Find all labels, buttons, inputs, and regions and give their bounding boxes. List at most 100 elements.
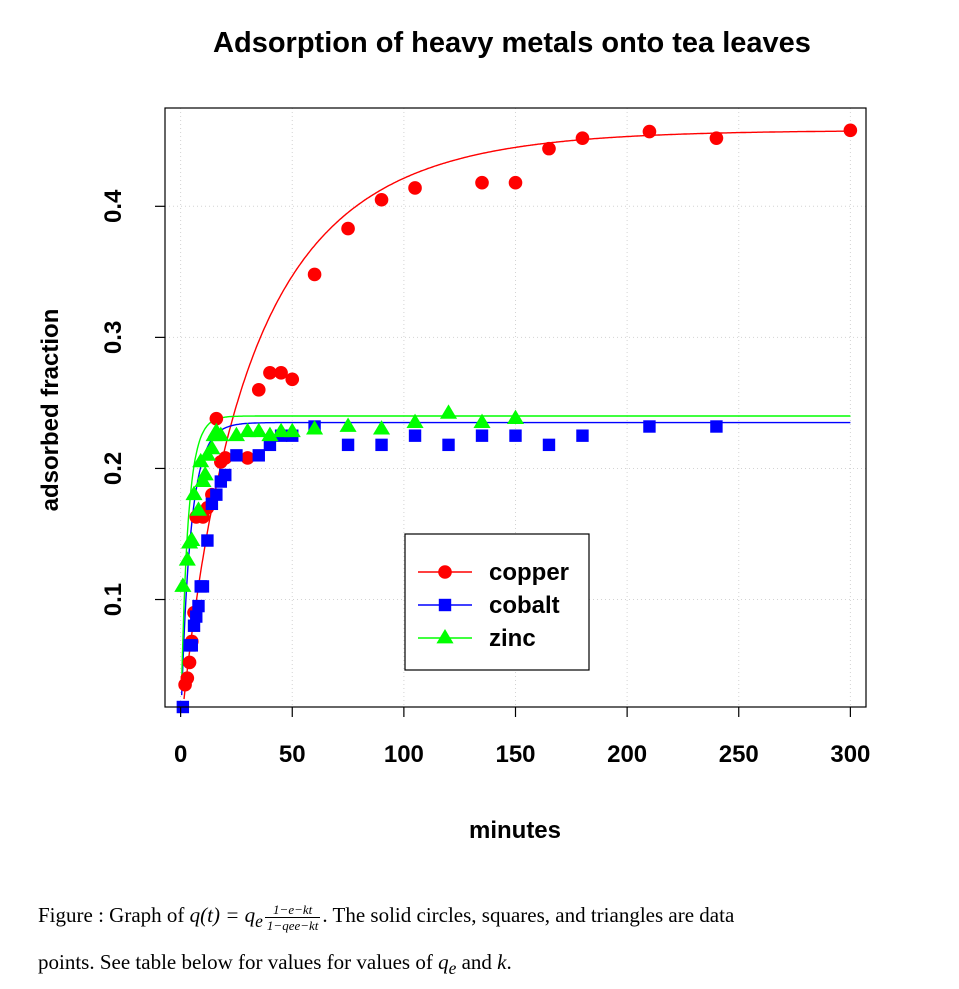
x-axis-label: minutes [469,817,561,844]
legend-label-cobalt: cobalt [489,592,560,619]
y-tick-label: 0.2 [100,452,127,485]
zinc-point [473,413,491,428]
copper-point [642,124,657,139]
cobalt-point [196,580,210,593]
copper-point [274,365,288,380]
cobalt-point [475,429,489,442]
copper-point [182,655,197,670]
legend-marker-cobalt [438,598,452,612]
cobalt-point [230,449,243,462]
cobalt-point [408,429,422,442]
copper-point [709,131,724,145]
copper-point [508,175,523,190]
caption-end: . [506,950,512,975]
legend-marker-copper [438,565,452,579]
cobalt-point [192,599,205,613]
x-axis: 0 50 100 150 200 250 300 [174,707,870,768]
k-symbol: k [497,950,507,975]
zinc-point [183,531,201,546]
fraction-denominator: 1−qee−kt [266,917,319,933]
legend-marker-zinc [436,629,454,644]
cobalt-point [643,420,656,433]
zinc-point [283,422,301,438]
formula-sub: e [255,911,263,932]
cobalt-point [201,534,214,547]
formula-lhs: q(t) = q [189,903,256,927]
caption-line2-prefix: points. See table below for values for v… [38,950,439,975]
legend-box [404,533,590,671]
x-tick-label: 100 [384,741,424,768]
copper-point [408,181,422,195]
zinc-point [261,426,279,442]
zinc-point [203,439,221,455]
formula-fraction: 1−e−kt 1−qee−kt [264,902,321,933]
caption-and: and [456,950,498,975]
cobalt-point [509,429,522,442]
zinc-point [506,409,525,425]
legend-label-zinc: zinc [489,625,536,652]
x-tick-label: 50 [279,741,306,768]
caption-line1-suffix: . The solid circles, squares, and triang… [322,903,735,927]
zinc-point [272,422,290,438]
copper-point [209,411,224,426]
cobalt-point [252,449,265,462]
caption-prefix: Figure : Graph of [38,903,190,927]
copper-point [218,451,233,465]
copper-fit-curve [183,130,851,700]
copper-point [285,372,300,387]
figure-caption: Figure : Graph of q(t) = qe 1−e−kt 1−qee−k… [38,895,943,989]
data-points [174,123,858,714]
copper-point [263,365,277,380]
y-tick-label: 0.3 [100,321,127,354]
copper-point [341,221,355,236]
copper-point [843,123,858,138]
x-tick-label: 150 [495,741,535,768]
copper-point [307,267,322,282]
qe-symbol: q [438,950,449,975]
x-tick-label: 200 [607,741,647,768]
copper-point [251,383,266,397]
zinc-point [178,551,196,566]
zinc-point [174,577,192,592]
legend: copper cobalt zinc [404,533,590,671]
copper-point [475,175,489,190]
grid [165,108,866,707]
legend-label-copper: copper [489,559,569,586]
cobalt-point [263,438,277,452]
zinc-point [339,417,357,432]
cobalt-point [710,420,723,433]
adsorption-chart: Adsorption of heavy metals onto tea leav… [37,27,870,844]
copper-point [374,192,389,207]
fraction-numerator: 1−e−kt [264,902,321,918]
copper-point [180,671,195,685]
zinc-point [373,420,391,435]
qe-subscript: e [448,958,457,979]
zinc-point [439,404,458,419]
zinc-point [306,420,324,435]
copper-point [542,141,556,156]
zinc-point [189,501,208,516]
cobalt-point [219,468,232,482]
copper-point [575,131,590,145]
cobalt-point [341,438,355,452]
y-axis-label: adsorbed fraction [37,309,64,512]
zinc-point [212,426,230,442]
x-tick-label: 300 [830,741,870,768]
y-tick-label: 0.1 [100,583,127,616]
x-tick-label: 0 [174,741,187,768]
zinc-point [406,413,424,428]
zinc-point [250,422,268,438]
copper-point [240,451,255,465]
y-axis: 0.1 0.2 0.3 0.4 [100,189,165,616]
cobalt-point [210,488,223,501]
cobalt-point [576,429,589,442]
cobalt-point [442,438,455,452]
cobalt-point [375,438,388,452]
chart-title: Adsorption of heavy metals onto tea leav… [213,27,811,59]
zinc-point [196,466,214,481]
cobalt-point [190,610,203,623]
x-tick-label: 250 [719,741,759,768]
cobalt-point [542,438,556,452]
zinc-point [185,485,203,501]
cobalt-point [185,639,198,652]
